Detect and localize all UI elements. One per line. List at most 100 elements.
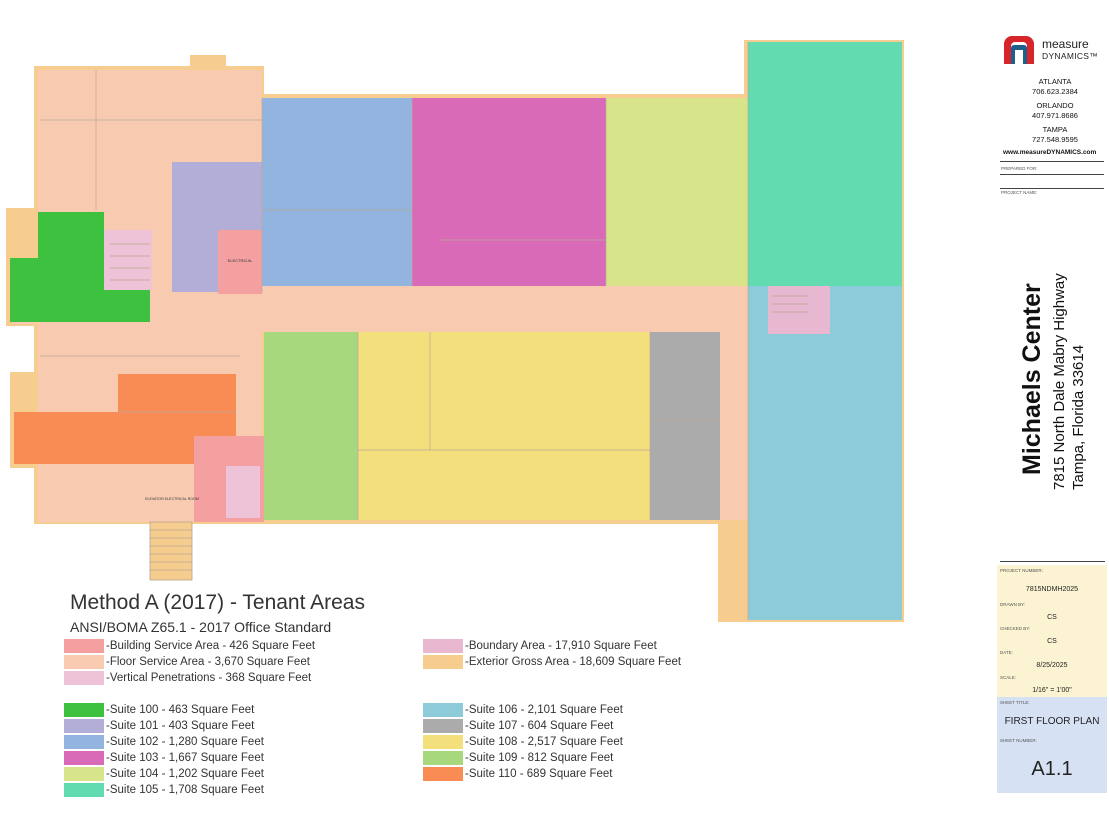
legend-swatch [423,719,463,733]
legend-item-suite-100: -Suite 100 - 463 Square Feet [64,702,254,718]
brand-name-top: measure [1042,37,1089,51]
legend-item-boundary: -Boundary Area - 17,910 Square Feet [423,638,657,654]
legend-swatch [64,639,104,653]
floor-service-area [720,330,748,520]
address-line-2: Tampa, Florida 33614 [1070,344,1087,490]
divider [1000,561,1105,562]
legend-swatch [64,751,104,765]
legend-item-suite-106: -Suite 106 - 2,101 Square Feet [423,702,623,718]
legend-swatch [64,703,104,717]
legend-swatch [64,767,104,781]
office-city: TAMPA [1042,125,1068,134]
prepared-for-label: PREPARED FOR: [1001,166,1038,171]
website-link[interactable]: www.measureDYNAMICS.com [1003,149,1097,156]
stair-vertical-penetration [104,230,152,290]
office-phone: 727.548.9595 [1032,135,1078,144]
divider [1000,174,1104,175]
checked-by-label: CHECKED BY: [1000,626,1031,631]
legend-swatch [423,655,463,669]
legend-label: -Suite 109 - 812 Square Feet [465,752,614,764]
legend-label: -Suite 107 - 604 Square Feet [465,720,614,732]
legend-item-suite-103: -Suite 103 - 1,667 Square Feet [64,750,264,766]
legend-swatch [423,703,463,717]
sheet-number: A1.1 [1031,758,1073,780]
project-number: 7815NDMH2025 [1025,586,1079,593]
date-label: DATE: [1000,650,1013,655]
legend-item-vertical-penetrations: -Vertical Penetrations - 368 Square Feet [64,670,311,686]
measure-dynamics-logo-icon [1004,36,1034,64]
suite-106 [748,286,902,620]
legend-swatch [64,655,104,669]
legend-label: -Exterior Gross Area - 18,609 Square Fee… [465,656,682,668]
scale: 1/16" = 1'00" [1032,687,1072,694]
legend-item-suite-105: -Suite 105 - 1,708 Square Feet [64,782,264,798]
suite-108 [358,332,650,520]
legend-item-building-service: -Building Service Area - 426 Square Feet [64,638,315,654]
divider [1000,188,1104,189]
electrical-room [218,230,262,294]
legend-swatch [423,639,463,653]
suite-107 [650,332,720,520]
legend-label: -Vertical Penetrations - 368 Square Feet [106,672,312,684]
checked-by: CS [1047,638,1057,645]
legend-item-suite-101: -Suite 101 - 403 Square Feet [64,718,254,734]
legend-label: -Suite 106 - 2,101 Square Feet [465,704,623,716]
drawn-by: CS [1047,614,1057,621]
legend-swatch [423,735,463,749]
floor-plan: ELECTRICAL ELEVATOR ELECTRICAL ROOM [6,40,904,622]
project-address: 7815 North Dale Mabry Highway Tampa, Flo… [1050,273,1088,490]
floor-service-area [260,286,770,332]
drawn-by-label: DRAWN BY: [1000,602,1026,607]
scale-label: SCALE: [1000,675,1017,680]
divider [1000,161,1104,162]
office-phone: 407.971.8686 [1032,111,1078,120]
legend-swatch [64,783,104,797]
legend-subtitle: ANSI/BOMA Z65.1 - 2017 Office Standard [70,619,332,635]
electrical-room-label: ELECTRICAL [228,258,253,263]
legend-label: -Floor Service Area - 3,670 Square Feet [106,656,310,668]
office-orlando: ORLANDO 407.971.8686 [1005,101,1105,121]
sheet-title: FIRST FLOOR PLAN [1004,716,1100,727]
legend-item-suite-110: -Suite 110 - 689 Square Feet [423,766,612,782]
legend-swatch [64,719,104,733]
elevator-vertical-penetration [226,466,260,518]
legend-label: -Building Service Area - 426 Square Feet [106,640,316,652]
project-number-label: PROJECT NUMBER: [1000,568,1043,573]
legend-label: -Suite 101 - 403 Square Feet [106,720,255,732]
legend-label: -Suite 103 - 1,667 Square Feet [106,752,264,764]
suite-102 [262,98,412,286]
legend-item-exterior-gross: -Exterior Gross Area - 18,609 Square Fee… [423,654,681,670]
project-title: Michaels Center [1018,283,1046,475]
date: 8/25/2025 [1036,662,1068,669]
legend-item-suite-108: -Suite 108 - 2,517 Square Feet [423,734,623,750]
suite-103 [412,98,606,286]
office-phone: 706.623.2384 [1032,87,1078,96]
legend-item-suite-109: -Suite 109 - 812 Square Feet [423,750,613,766]
legend-label: -Suite 110 - 689 Square Feet [465,768,613,780]
suite-105 [748,42,902,286]
elevator-room-label: ELEVATOR ELECTRICAL ROOM [145,497,199,501]
legend-item-floor-service: -Floor Service Area - 3,670 Square Feet [64,654,310,670]
suite-104 [606,98,748,286]
legend-swatch [64,671,104,685]
office-tampa: TAMPA 727.548.9595 [1005,125,1105,145]
office-city: ATLANTA [1038,77,1072,86]
legend-item-suite-102: -Suite 102 - 1,280 Square Feet [64,734,264,750]
address-line-1: 7815 North Dale Mabry Highway [1051,273,1068,490]
legend-title: Method A (2017) - Tenant Areas [70,591,365,614]
legend-label: -Suite 108 - 2,517 Square Feet [465,736,623,748]
office-atlanta: ATLANTA 706.623.2384 [1005,77,1105,97]
stair-vertical-penetration [768,286,830,334]
sheet-title-label: SHEET TITLE: [1000,700,1030,705]
suite-109 [264,332,358,520]
legend-label: -Suite 102 - 1,280 Square Feet [106,736,264,748]
sheet-title-box [997,697,1107,793]
brand-name-bottom: DYNAMICS™ [1042,51,1099,61]
legend-label: -Suite 104 - 1,202 Square Feet [106,768,264,780]
legend-swatch [64,735,104,749]
legend-label: -Suite 105 - 1,708 Square Feet [106,784,264,796]
legend-item-suite-104: -Suite 104 - 1,202 Square Feet [64,766,264,782]
suite-110 [14,412,194,464]
project-name-label: PROJECT NAME: [1001,190,1038,195]
exterior-gross-area [718,520,750,622]
